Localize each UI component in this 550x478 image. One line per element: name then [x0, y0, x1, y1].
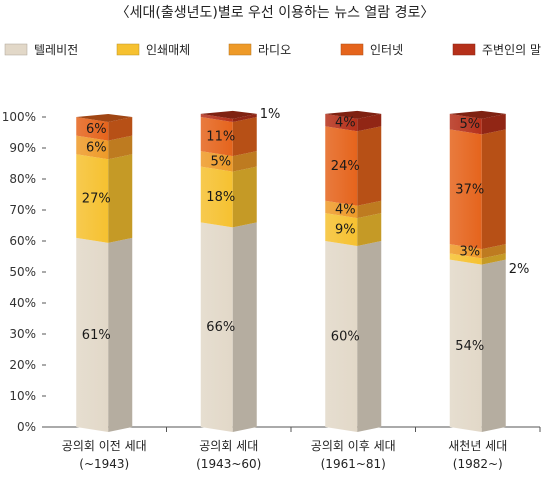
y-axis: 0% 10% 20% 30% 40% 50% 60% 70% 80% 90% 100% [2, 110, 540, 434]
bar-label-2-2: 4% [335, 202, 356, 217]
bar-2-4-front [325, 113, 358, 132]
bar-label-1-4: 1% [260, 107, 281, 122]
bar-2-0-side [357, 241, 382, 432]
bar-3-3-front [449, 129, 482, 250]
bar-label-3-0: 54% [455, 339, 484, 354]
bar-1-4-front [200, 113, 233, 122]
bar-1-cap [200, 110, 257, 119]
x-tick-label-3-line1: 새천년 세대 [448, 438, 507, 453]
legend: 텔레비전 인쇄매체 라디오 인터넷 주변인의 말 [4, 43, 541, 57]
bar-label-1-1: 18% [206, 190, 235, 205]
bar-1-0-side [232, 222, 257, 432]
legend-label-1: 인쇄매체 [146, 43, 190, 57]
bar-3-2-side [481, 244, 506, 259]
bar-0-2-front [76, 135, 109, 160]
legend-label-0: 텔레비전 [34, 43, 78, 57]
bar-1-3-side [232, 117, 257, 157]
y-tick-label-2: 20% [9, 358, 36, 372]
bar-2-2-front [325, 200, 358, 219]
bar-label-1-3: 11% [206, 130, 235, 145]
y-tick-label-8: 80% [9, 172, 36, 186]
legend-swatch-2 [228, 43, 252, 56]
bar-2-1-front [325, 213, 358, 246]
bar-label-0-3: 6% [86, 122, 107, 137]
x-axis: 공의회 이전 세대 (~1943) 공의회 세대 (1943~60) 공의회 이후 세대… [62, 427, 541, 471]
legend-label-3: 인터넷 [370, 43, 403, 57]
bar-3-0-front [449, 259, 482, 432]
bar-label-0-1: 27% [82, 192, 111, 207]
x-tick-label-2-line1: 공의회 이후 세대 [311, 439, 396, 453]
bar-label-0-0: 61% [82, 328, 111, 343]
bar-0-3-side [108, 117, 133, 141]
bar-1-3-front [200, 117, 233, 157]
bar-label-0-2: 6% [86, 140, 107, 155]
bar-1-2-side [232, 151, 257, 172]
bar-0-0-side [108, 237, 133, 432]
bar-label-2-0: 60% [331, 330, 360, 345]
x-tick-label-1-line2: (1943~60) [196, 457, 261, 471]
y-tick-label-4: 40% [9, 296, 36, 310]
legend-swatch-0 [4, 43, 28, 56]
y-tick-label-0: 0% [17, 420, 36, 434]
y-tick-label-7: 70% [9, 203, 36, 217]
bar-1-1-front [200, 166, 233, 228]
bar-1-4-side [232, 113, 257, 122]
bar-3-1-side [481, 253, 506, 265]
x-tick-label-2-line2: (1961~81) [321, 457, 386, 471]
bar-2-3-front [325, 126, 358, 206]
bar-1-2-front [200, 151, 233, 172]
bar-label-2-1: 9% [335, 223, 356, 238]
bar-label-3-4: 5% [459, 117, 480, 132]
y-tick-label-10: 100% [2, 110, 36, 124]
legend-swatch-1 [116, 43, 140, 56]
bar-label-3-3: 37% [455, 182, 484, 197]
y-tick-label-9: 90% [9, 141, 36, 155]
bar-3-4-front [449, 113, 482, 135]
bar-2-2-side [357, 200, 382, 219]
bar-2-3-side [357, 126, 382, 206]
bar-0-1-front [76, 154, 109, 243]
bar-0-1-side [108, 154, 133, 243]
bar-label-2-3: 24% [331, 159, 360, 174]
bar-3-0-side [481, 259, 506, 432]
bar-2-cap [325, 110, 382, 119]
bar-label-3-2: 3% [459, 244, 480, 259]
x-tick-label-0-line2: (~1943) [79, 457, 129, 471]
bar-0-2-side [108, 135, 133, 160]
legend-swatch-4 [452, 43, 476, 56]
x-tick-label-1-line1: 공의회 세대 [199, 439, 258, 453]
bar-label-1-0: 66% [206, 320, 235, 335]
chart-title: 〈세대(출생년도)별로 우선 이용하는 뉴스 열람 경로〉 [116, 5, 435, 21]
bar-2-4-side [357, 113, 382, 132]
bar-0-0-front [76, 237, 109, 432]
y-tick-label-5: 50% [9, 265, 36, 279]
legend-label-4: 주변인의 말 [482, 43, 541, 57]
bars: 61% 27% 6% 6% 66% 18% 5% 11% 1% 60% 9% 4% 24% 4% 54% 2%… [76, 107, 529, 432]
bar-0-3-front [76, 117, 109, 141]
bar-3-1-front [449, 253, 482, 265]
bar-0-cap [76, 114, 133, 122]
y-tick-label-3: 30% [9, 327, 36, 341]
bar-3-cap [449, 110, 506, 119]
bar-label-1-2: 5% [210, 154, 231, 169]
bar-3-4-side [481, 113, 506, 135]
bar-2-1-side [357, 213, 382, 246]
bar-label-2-4: 4% [335, 116, 356, 131]
bar-1-0-front [200, 222, 233, 432]
bar-3-3-side [481, 129, 506, 250]
x-tick-label-3-line2: (1982~) [453, 457, 503, 471]
bar-label-3-1: 2% [509, 262, 530, 277]
y-tick-label-6: 60% [9, 234, 36, 248]
bar-2-0-front [325, 241, 358, 432]
bar-1-1-side [232, 166, 257, 228]
legend-swatch-3 [340, 43, 364, 56]
legend-label-2: 라디오 [258, 43, 291, 57]
y-tick-label-1: 10% [9, 389, 36, 403]
bar-3-2-front [449, 244, 482, 259]
x-tick-label-0-line1: 공의회 이전 세대 [62, 439, 147, 453]
